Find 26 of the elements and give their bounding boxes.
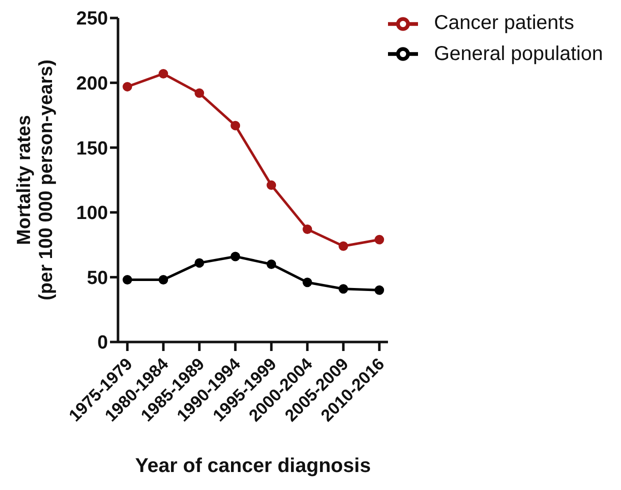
legend-label: Cancer patients [434, 12, 574, 34]
point [302, 278, 312, 288]
point [374, 234, 384, 244]
point [158, 275, 168, 285]
y-tick-label: 100 [76, 203, 108, 224]
point [230, 252, 240, 262]
point [374, 285, 384, 295]
point [122, 275, 132, 285]
point [158, 68, 168, 78]
point [194, 88, 204, 98]
point [230, 120, 240, 130]
y-tick-label: 150 [76, 138, 108, 160]
point [302, 224, 312, 234]
y-tick-label: 200 [76, 74, 108, 95]
point [338, 241, 348, 251]
y-tick-label: 0 [97, 332, 108, 354]
y-tick-label: 250 [76, 8, 108, 30]
point [266, 259, 276, 269]
point [266, 180, 276, 190]
point [338, 284, 348, 294]
x-axis-title: Year of cancer diagnosis [135, 455, 371, 477]
point [194, 258, 204, 268]
legend-label: General population [434, 42, 603, 65]
point [122, 82, 132, 92]
y-axis-title: Mortality rates (per 100 000 person-years) [14, 60, 57, 300]
y-tick-label: 50 [86, 268, 108, 289]
